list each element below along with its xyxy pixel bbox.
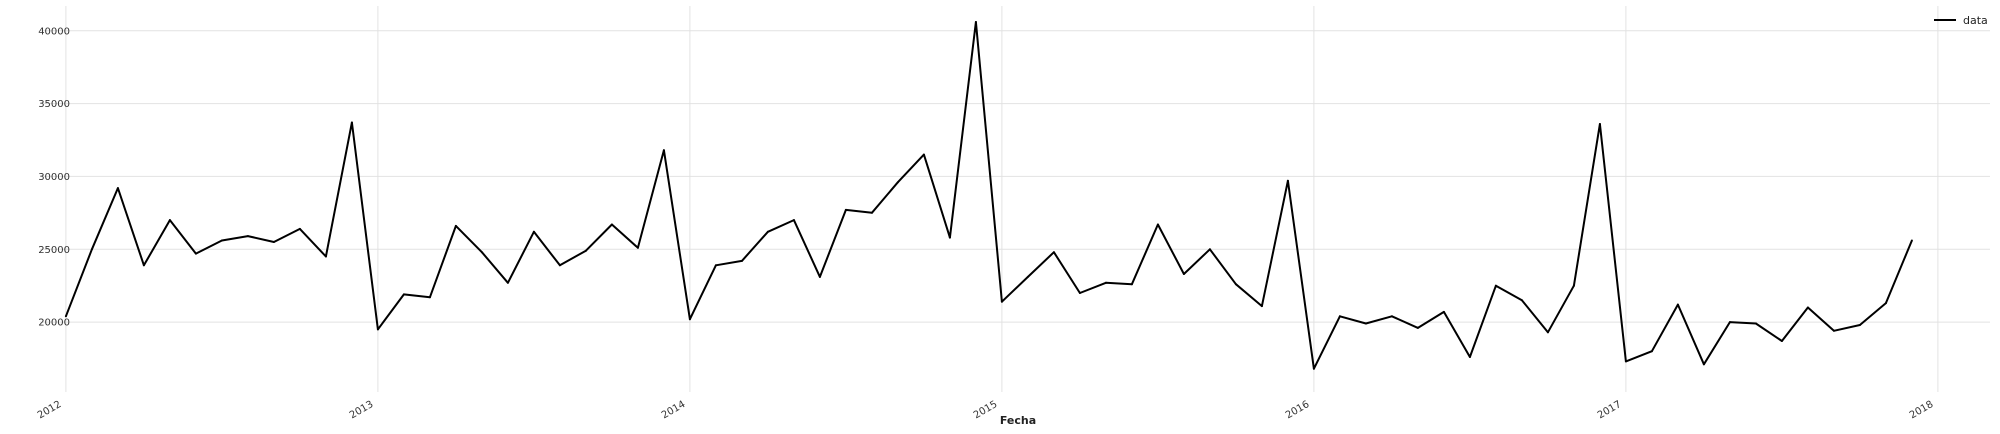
x-gridlines	[65, 6, 1939, 392]
data-point	[1494, 284, 1497, 287]
data-point	[1078, 292, 1081, 294]
data-point	[1156, 223, 1159, 226]
data-point	[220, 239, 223, 242]
x-tick-label: 2013	[348, 399, 376, 421]
data-point	[1858, 324, 1861, 326]
y-tick-label: 25000	[38, 245, 70, 256]
data-point	[428, 296, 431, 299]
data-point	[1130, 283, 1133, 286]
data-point	[1832, 329, 1835, 332]
y-tick-label: 30000	[38, 172, 70, 183]
data-point	[818, 275, 821, 278]
data-point	[636, 246, 639, 249]
data-point	[1416, 326, 1419, 329]
data-point	[1546, 331, 1549, 334]
legend-label: data	[1963, 14, 1988, 27]
data-point	[324, 255, 327, 258]
data-point	[272, 241, 275, 243]
data-point	[1260, 305, 1263, 308]
x-tick-label: 2018	[1908, 399, 1936, 421]
x-tick-label: 2017	[1596, 399, 1624, 421]
data-point	[1026, 275, 1029, 278]
data-point	[610, 223, 613, 226]
data-point	[506, 281, 509, 284]
data-point	[974, 21, 977, 23]
data-point	[1468, 356, 1471, 358]
x-tick-label: 2014	[660, 399, 688, 421]
series-line-data	[64, 21, 1913, 370]
data-point	[298, 227, 301, 230]
x-tick-label: 2015	[972, 399, 1000, 421]
data-point	[168, 219, 171, 222]
data-point	[194, 252, 197, 255]
data-point	[1650, 350, 1653, 353]
data-point	[740, 259, 743, 262]
x-axis-title: Fecha	[1000, 414, 1036, 427]
x-tick-label: 2016	[1284, 399, 1312, 421]
data-point	[1754, 322, 1757, 325]
data-point	[1234, 283, 1237, 286]
series-points	[64, 21, 1913, 370]
data-point	[142, 264, 145, 267]
y-tick-labels: 20000 25000 30000 35000 40000	[38, 26, 70, 328]
y-tick-label: 40000	[38, 26, 70, 37]
data-point	[64, 315, 67, 318]
data-point	[1598, 123, 1601, 125]
data-point	[896, 181, 899, 184]
data-point	[1728, 321, 1731, 324]
data-point	[1208, 248, 1211, 251]
data-point	[1104, 281, 1107, 284]
data-point	[480, 251, 483, 254]
data-point	[532, 230, 535, 233]
data-point	[246, 235, 249, 238]
data-point	[350, 121, 353, 124]
data-point	[948, 236, 951, 239]
data-point	[1780, 340, 1783, 342]
x-tick-label: 2012	[36, 399, 64, 421]
data-point	[1520, 299, 1523, 302]
data-point	[1052, 251, 1055, 254]
data-point	[1390, 315, 1393, 318]
data-point	[116, 187, 119, 190]
data-point	[714, 264, 717, 267]
data-point	[558, 264, 561, 267]
data-point	[402, 293, 405, 296]
data-point	[90, 248, 93, 251]
y-tick-label: 35000	[38, 99, 70, 110]
data-point	[688, 318, 691, 321]
data-point	[376, 328, 379, 331]
data-point	[1884, 302, 1887, 305]
x-tick-labels: 2012 2013 2014 2015 2016 2017 2018	[36, 399, 1936, 421]
data-point	[1676, 303, 1679, 306]
data-point	[922, 153, 925, 156]
data-point	[1572, 284, 1575, 287]
data-point	[1338, 315, 1341, 318]
y-tick-label: 20000	[38, 318, 70, 329]
data-point	[454, 224, 457, 227]
data-point	[1364, 322, 1367, 325]
data-point	[870, 211, 873, 214]
data-point	[844, 208, 847, 211]
data-point	[1182, 273, 1185, 275]
data-point	[1910, 239, 1913, 242]
y-gridlines	[40, 30, 1990, 323]
data-point	[766, 230, 769, 233]
data-point	[1442, 310, 1445, 313]
data-point	[792, 219, 795, 222]
data-point	[1702, 363, 1705, 366]
legend: data	[1934, 14, 1988, 27]
data-point	[1806, 306, 1809, 309]
data-point	[662, 149, 665, 152]
data-point	[1624, 360, 1627, 363]
data-point	[1000, 300, 1003, 303]
data-point	[1312, 367, 1315, 370]
data-point	[584, 249, 587, 252]
data-point	[1286, 179, 1289, 182]
